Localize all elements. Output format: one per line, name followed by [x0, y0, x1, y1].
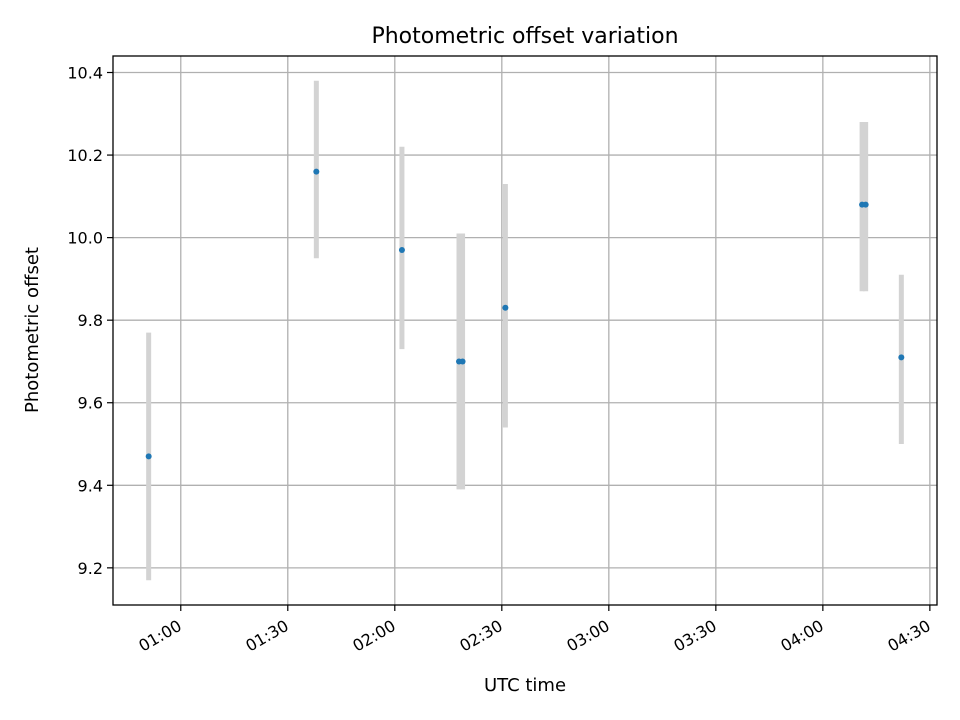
x-tick-label: 03:00 [563, 616, 612, 656]
y-tick-label: 9.4 [78, 476, 103, 495]
data-point [459, 358, 466, 365]
data-points [145, 168, 905, 460]
data-point [502, 304, 509, 311]
data-point [313, 168, 320, 175]
data-point [398, 247, 405, 254]
y-axis-ticks: 9.2 9.4 9.6 9.8 10.0 10.2 10.4 [67, 64, 113, 578]
x-tick-label: 04:30 [884, 616, 933, 656]
data-point [862, 201, 869, 208]
y-tick-label: 10.0 [67, 229, 103, 248]
y-axis-label: Photometric offset [22, 247, 43, 413]
data-point [898, 354, 905, 361]
plot-frame [112, 55, 938, 606]
chart-title: Photometric offset variation [371, 24, 678, 49]
x-axis-label: UTC time [484, 675, 566, 696]
y-tick-label: 9.6 [78, 394, 103, 413]
x-tick-label: 04:00 [777, 616, 826, 656]
data-point [145, 453, 152, 460]
y-tick-label: 9.8 [78, 311, 103, 330]
y-tick-label: 10.4 [67, 64, 103, 83]
grid [113, 56, 937, 605]
x-tick-label: 02:00 [349, 616, 398, 656]
y-tick-label: 9.2 [78, 559, 103, 578]
x-tick-label: 01:30 [242, 616, 291, 656]
y-tick-label: 10.2 [67, 146, 103, 165]
x-tick-label: 02:30 [456, 616, 505, 656]
x-tick-label: 01:00 [135, 616, 184, 656]
x-tick-label: 03:30 [670, 616, 719, 656]
x-axis-ticks: 01:00 01:30 02:00 02:30 03:00 03:30 04:00 04:30 [135, 605, 934, 656]
